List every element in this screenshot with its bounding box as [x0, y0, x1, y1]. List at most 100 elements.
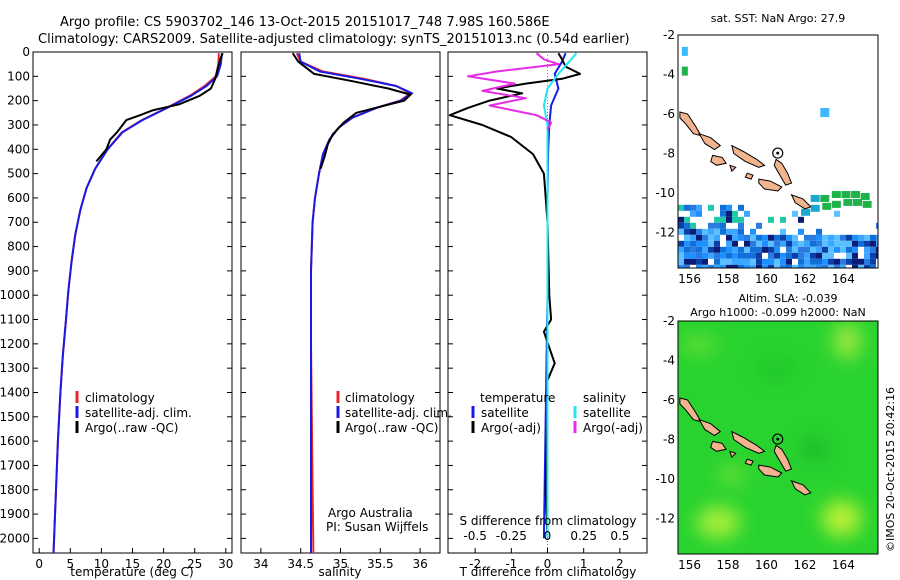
sst-cell — [732, 228, 738, 235]
sst-cell — [810, 258, 816, 265]
temperature-legend: climatology satellite-adj. clim. Argo(..… — [75, 391, 192, 435]
sst-cell — [756, 234, 762, 241]
y-tick-label: 1700 — [0, 458, 30, 472]
sst-cell — [834, 240, 840, 247]
sst-cell — [744, 210, 750, 217]
sst-cell — [862, 200, 872, 208]
sst-cell — [870, 258, 876, 265]
legend-label-satellite: satellite-adj. clim. — [345, 406, 452, 420]
y-tick-label: 900 — [7, 264, 30, 278]
map-x-tick-label: 160 — [755, 558, 778, 572]
argo-float-marker — [772, 147, 784, 159]
sst-cell — [702, 234, 708, 241]
x-tick-label-salinity: -0.5 — [463, 529, 486, 543]
x-tick-label-salinity: 0 — [544, 529, 552, 543]
sst-cell — [726, 234, 732, 241]
sst-cell — [870, 264, 876, 268]
sst-cell — [840, 246, 846, 253]
sst-cell — [732, 258, 738, 265]
sst-cell — [816, 246, 822, 253]
sst-cell — [870, 240, 876, 247]
sst-cell — [780, 216, 786, 223]
sst-cell — [834, 210, 840, 217]
sst-cell — [834, 258, 840, 265]
sst-cell — [756, 258, 762, 265]
sst-cell — [720, 216, 726, 223]
sst-cell — [852, 246, 858, 253]
sst-cell — [810, 252, 816, 259]
sst-cell — [798, 228, 804, 235]
island-shape — [731, 430, 766, 454]
sst-cell — [843, 198, 853, 206]
sst-cell — [804, 258, 810, 265]
sst-cell — [792, 246, 798, 253]
series-line-argo-raw-qc- — [291, 52, 412, 170]
sst-cell — [786, 258, 792, 265]
x-tick-label: 10 — [94, 557, 109, 571]
map-x-tick-label: 162 — [793, 558, 816, 572]
sst-cell — [846, 240, 852, 247]
sst-cell — [774, 258, 780, 265]
sst-cell — [762, 246, 768, 253]
series-line-salinity-satellite — [542, 52, 578, 539]
salinity-curves — [291, 52, 414, 553]
sst-cell — [744, 252, 750, 259]
sst-cell — [846, 234, 852, 241]
legend-label-argo: Argo(..raw -QC) — [85, 421, 178, 435]
sst-cell — [852, 234, 858, 241]
sst-cell — [678, 222, 684, 229]
sst-cell — [684, 222, 690, 229]
sst-cell — [786, 240, 792, 247]
island-shape — [758, 464, 783, 478]
sst-cell — [822, 258, 828, 265]
y-tick-label: 500 — [7, 167, 30, 181]
sst-cell — [744, 246, 750, 253]
sst-cell — [822, 252, 828, 259]
sst-cell — [726, 240, 732, 247]
sst-cell — [831, 190, 841, 198]
sst-cell — [864, 252, 870, 259]
sst-cell — [804, 234, 810, 241]
x-tick-label: 15 — [125, 557, 140, 571]
sst-cell — [828, 246, 834, 253]
sst-cell — [714, 222, 720, 229]
map-x-tick-label: 158 — [717, 558, 740, 572]
sst-cell — [708, 252, 714, 259]
sst-cell — [810, 234, 816, 241]
sst-cell — [822, 240, 828, 247]
sst-cell — [690, 258, 696, 265]
sst-cell — [792, 240, 798, 247]
sst-cell — [792, 234, 798, 241]
map-y-tick-label: -6 — [663, 107, 675, 121]
map-y-tick-label: -4 — [663, 67, 675, 81]
sst-cell — [696, 246, 702, 253]
sst-cell — [846, 246, 852, 253]
map-y-tick-label: -2 — [663, 314, 675, 328]
island-shape — [710, 440, 727, 452]
sst-cell — [786, 234, 792, 241]
sst-cell — [690, 210, 696, 217]
map-x-tick-label: 156 — [678, 558, 701, 572]
x-tick-label-salinity: 0.5 — [610, 529, 629, 543]
sla-anomaly-blob — [681, 334, 718, 355]
sst-cell — [696, 234, 702, 241]
salinity-plot-frame — [240, 51, 441, 554]
sst-cell — [840, 264, 846, 268]
sst-cell — [853, 198, 862, 206]
y-tick-label: 700 — [7, 215, 30, 229]
y-tick-label: 1400 — [0, 385, 30, 399]
sst-cell — [798, 264, 804, 268]
y-tick-label: 1500 — [0, 410, 30, 424]
map-x-tick-label: 158 — [717, 272, 740, 286]
series-line-temperature-argo-adj- — [448, 52, 582, 539]
sst-cell — [768, 246, 774, 253]
island-shape — [679, 397, 703, 423]
sst-cell — [828, 252, 834, 259]
island-shape — [698, 418, 722, 437]
map-y-tick-label: -4 — [663, 353, 675, 367]
sst-cell — [678, 240, 684, 247]
sst-cell — [726, 216, 732, 223]
salinity-xlabel: salinity — [318, 565, 361, 579]
sst-cell — [816, 240, 822, 247]
sst-cell — [768, 240, 774, 247]
